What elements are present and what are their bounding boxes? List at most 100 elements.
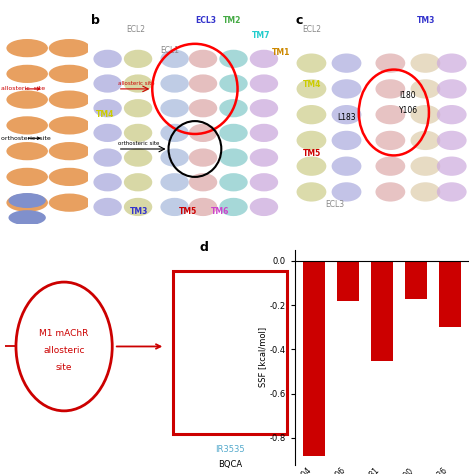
Ellipse shape bbox=[219, 173, 248, 191]
Ellipse shape bbox=[250, 74, 278, 92]
Text: ECL2: ECL2 bbox=[126, 25, 145, 34]
Bar bbox=[337, 261, 359, 301]
Ellipse shape bbox=[332, 131, 361, 150]
FancyBboxPatch shape bbox=[173, 271, 287, 435]
Ellipse shape bbox=[160, 124, 189, 142]
Ellipse shape bbox=[178, 314, 233, 379]
Text: orthosteric  site: orthosteric site bbox=[0, 136, 50, 141]
Ellipse shape bbox=[160, 50, 189, 68]
Ellipse shape bbox=[7, 116, 48, 135]
Ellipse shape bbox=[93, 173, 122, 191]
Ellipse shape bbox=[49, 91, 90, 109]
Ellipse shape bbox=[250, 99, 278, 118]
Ellipse shape bbox=[375, 182, 405, 201]
Ellipse shape bbox=[219, 50, 248, 68]
Ellipse shape bbox=[437, 105, 466, 124]
Ellipse shape bbox=[124, 173, 152, 191]
Ellipse shape bbox=[375, 54, 405, 73]
Ellipse shape bbox=[375, 156, 405, 176]
Ellipse shape bbox=[7, 39, 48, 57]
Ellipse shape bbox=[332, 79, 361, 99]
Text: ECL3: ECL3 bbox=[195, 16, 216, 25]
Ellipse shape bbox=[181, 273, 243, 334]
Ellipse shape bbox=[189, 50, 217, 68]
Ellipse shape bbox=[219, 99, 248, 118]
Ellipse shape bbox=[49, 142, 90, 160]
Ellipse shape bbox=[49, 65, 90, 83]
Ellipse shape bbox=[437, 79, 466, 99]
Ellipse shape bbox=[160, 198, 189, 216]
Ellipse shape bbox=[189, 74, 217, 92]
Ellipse shape bbox=[224, 287, 273, 363]
Bar bbox=[405, 261, 427, 299]
Text: TM4: TM4 bbox=[303, 80, 321, 89]
Ellipse shape bbox=[375, 131, 405, 150]
Ellipse shape bbox=[93, 74, 122, 92]
Ellipse shape bbox=[160, 99, 189, 118]
Ellipse shape bbox=[7, 193, 48, 212]
Text: TM7: TM7 bbox=[252, 31, 270, 40]
Bar bbox=[371, 261, 393, 361]
Ellipse shape bbox=[49, 116, 90, 135]
Ellipse shape bbox=[7, 65, 48, 83]
Text: L183: L183 bbox=[338, 112, 356, 121]
Ellipse shape bbox=[124, 148, 152, 167]
Ellipse shape bbox=[160, 148, 189, 167]
Text: TM2: TM2 bbox=[223, 16, 242, 25]
Ellipse shape bbox=[49, 193, 90, 212]
Ellipse shape bbox=[297, 105, 327, 124]
Ellipse shape bbox=[332, 54, 361, 73]
Ellipse shape bbox=[410, 79, 440, 99]
Ellipse shape bbox=[215, 341, 258, 395]
Text: ECL3: ECL3 bbox=[326, 200, 345, 209]
Text: d: d bbox=[199, 241, 208, 254]
Ellipse shape bbox=[410, 54, 440, 73]
Text: ECL1: ECL1 bbox=[160, 46, 179, 55]
Ellipse shape bbox=[250, 148, 278, 167]
Text: ECL2: ECL2 bbox=[303, 25, 322, 34]
Ellipse shape bbox=[160, 173, 189, 191]
Ellipse shape bbox=[250, 198, 278, 216]
Text: TM6: TM6 bbox=[211, 207, 229, 216]
Ellipse shape bbox=[189, 198, 217, 216]
Ellipse shape bbox=[9, 210, 46, 225]
Text: orthosteric site: orthosteric site bbox=[118, 141, 159, 146]
Ellipse shape bbox=[93, 198, 122, 216]
Text: allosteric: allosteric bbox=[43, 346, 85, 355]
Text: allosteric site: allosteric site bbox=[118, 81, 155, 86]
Text: TM5: TM5 bbox=[303, 149, 321, 158]
Ellipse shape bbox=[124, 99, 152, 118]
Ellipse shape bbox=[250, 173, 278, 191]
Text: site: site bbox=[56, 364, 73, 373]
Ellipse shape bbox=[297, 54, 327, 73]
Ellipse shape bbox=[7, 168, 48, 186]
Text: BQCA: BQCA bbox=[218, 460, 242, 469]
Text: M1 mAChR: M1 mAChR bbox=[39, 329, 89, 338]
Ellipse shape bbox=[124, 50, 152, 68]
Ellipse shape bbox=[410, 156, 440, 176]
Ellipse shape bbox=[437, 156, 466, 176]
Ellipse shape bbox=[332, 105, 361, 124]
Text: TM3: TM3 bbox=[417, 16, 435, 25]
Text: IR3535: IR3535 bbox=[215, 445, 245, 454]
Ellipse shape bbox=[93, 148, 122, 167]
Text: I180: I180 bbox=[399, 91, 416, 100]
Ellipse shape bbox=[219, 74, 248, 92]
Ellipse shape bbox=[219, 198, 248, 216]
Ellipse shape bbox=[410, 131, 440, 150]
Ellipse shape bbox=[375, 105, 405, 124]
Ellipse shape bbox=[124, 198, 152, 216]
Ellipse shape bbox=[297, 79, 327, 99]
Ellipse shape bbox=[93, 99, 122, 118]
Ellipse shape bbox=[49, 168, 90, 186]
Ellipse shape bbox=[160, 74, 189, 92]
Ellipse shape bbox=[124, 124, 152, 142]
Y-axis label: SSF [kcal/mol]: SSF [kcal/mol] bbox=[258, 327, 267, 387]
Ellipse shape bbox=[49, 39, 90, 57]
Ellipse shape bbox=[437, 182, 466, 201]
Ellipse shape bbox=[375, 79, 405, 99]
Ellipse shape bbox=[332, 182, 361, 201]
Ellipse shape bbox=[410, 182, 440, 201]
Ellipse shape bbox=[250, 50, 278, 68]
Ellipse shape bbox=[219, 148, 248, 167]
